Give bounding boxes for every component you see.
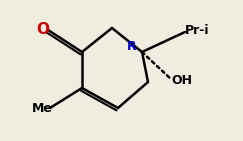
Text: Me: Me [32, 102, 52, 114]
Text: O: O [36, 21, 50, 37]
Text: OH: OH [172, 74, 192, 88]
Text: Pr-i: Pr-i [185, 25, 209, 38]
Text: R: R [127, 40, 137, 53]
